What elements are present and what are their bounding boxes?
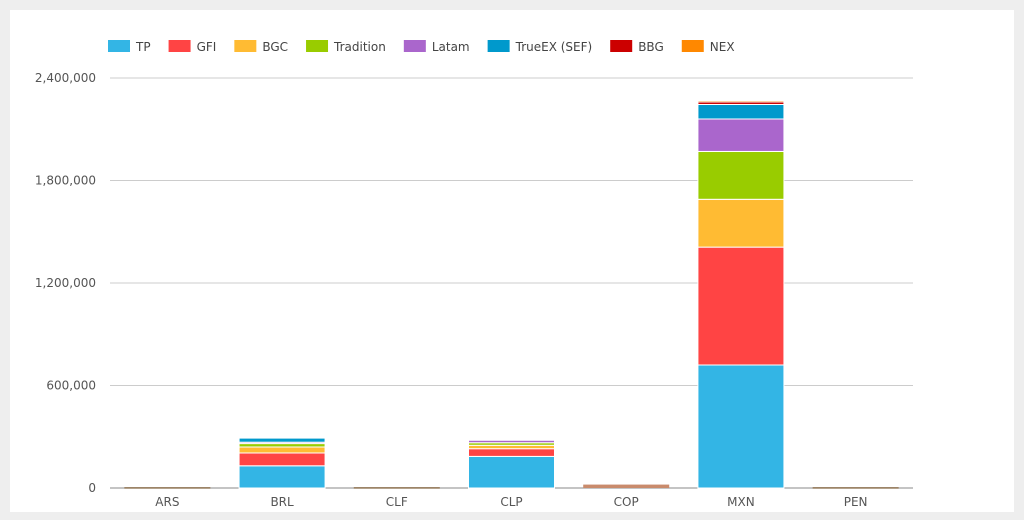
y-tick-label: 600,000 (46, 379, 96, 393)
bar-segment-clp-bgc (468, 444, 555, 450)
legend-swatch-nex (681, 40, 704, 52)
stacked-bar-chart: 0 600,000 1,200,000 1,800,000 2,400,000 ARS BR… (35, 40, 913, 509)
legend-label-nex: NEX (710, 40, 735, 54)
y-tick-label: 0 (88, 481, 96, 495)
bar-segment-brl-gfi (238, 452, 326, 467)
bar-segment-brl-tradition (238, 443, 326, 448)
bar-segment-clp-tp (468, 455, 555, 489)
x-tick-label: MXN (727, 495, 755, 509)
legend-label-gfi: GFI (197, 40, 217, 54)
legend-swatch-bgc (234, 40, 257, 52)
bar-segment-mxn-tradition (697, 150, 785, 200)
legend-swatch-tp (108, 40, 130, 52)
legend-label-bbg: BBG (638, 40, 664, 54)
bar-segment-mxn-latam (697, 118, 785, 152)
legend-label-tp: TP (135, 40, 151, 54)
x-tick-label: CLF (386, 495, 408, 509)
legend-swatch-tradition (306, 40, 329, 52)
x-tick-label: ARS (155, 495, 179, 509)
bar-segment-mxn-nex (697, 100, 785, 103)
y-tick-label: 1,800,000 (35, 174, 96, 188)
x-tick-label: PEN (844, 495, 868, 509)
y-tick-label: 2,400,000 (35, 71, 96, 85)
x-tick-label: BRL (270, 495, 294, 509)
bar-segment-mxn-bgc (697, 198, 785, 248)
legend-label-latam: Latam (432, 40, 470, 54)
x-tick-label: CLP (500, 495, 522, 509)
legend-label-trueex-sef-: TrueEX (SEF) (515, 40, 593, 54)
bar-cop (583, 484, 670, 488)
legend-swatch-trueex-sef- (487, 40, 510, 52)
legend-swatch-latam (403, 40, 426, 52)
bar-segment-brl-tp (238, 465, 326, 489)
chart-card: 0 600,000 1,200,000 1,800,000 2,400,000 ARS BR… (10, 10, 1014, 512)
bar-segment-mxn-trueex-sef- (697, 103, 785, 120)
bar-segment-mxn-tp (697, 364, 785, 489)
bar-ars (124, 487, 211, 489)
bar-segment-brl-bgc (238, 446, 326, 454)
bar-clf (353, 487, 440, 489)
bar-pen (812, 487, 899, 489)
bar-segment-clp-nex (468, 437, 555, 440)
legend-swatch-gfi (168, 40, 191, 52)
bar-segment-clp-gfi (468, 448, 555, 457)
legend-swatch-bbg (610, 40, 633, 52)
bar-segment-brl-nex (238, 436, 326, 439)
legend-label-bgc: BGC (262, 40, 288, 54)
x-tick-label: COP (614, 495, 639, 509)
y-tick-label: 1,200,000 (35, 276, 96, 290)
bar-segment-mxn-gfi (697, 246, 785, 366)
legend-label-tradition: Tradition (333, 40, 386, 54)
